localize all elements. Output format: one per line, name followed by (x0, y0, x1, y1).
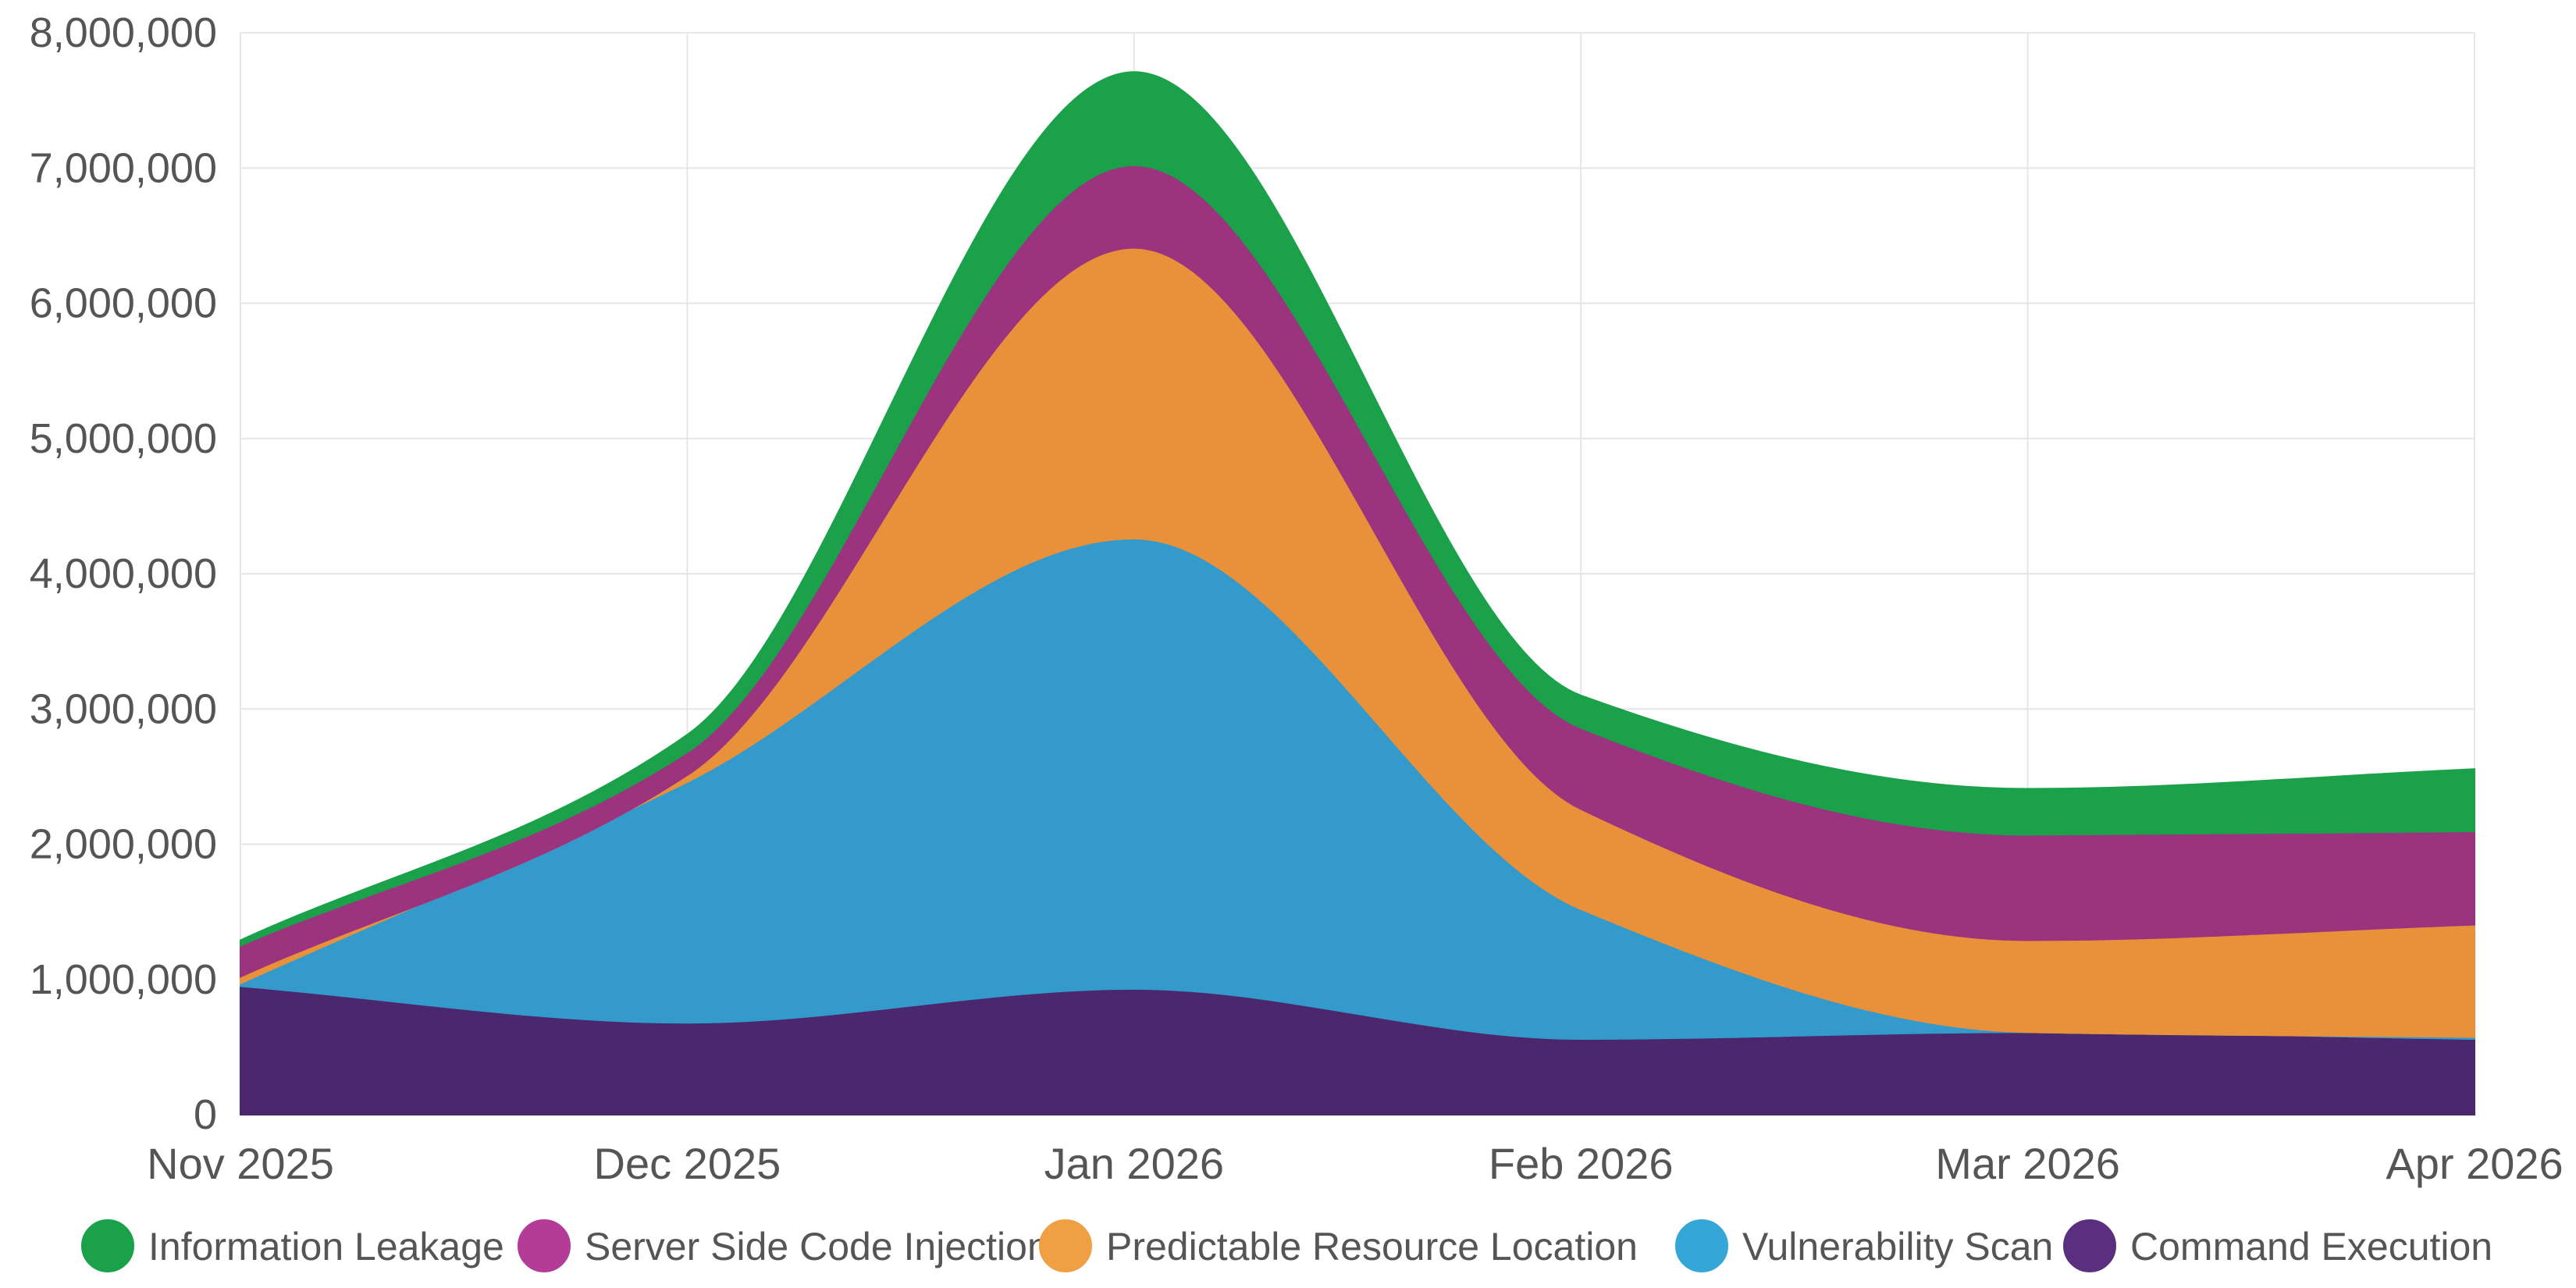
x-tick-label: Nov 2025 (147, 1139, 334, 1188)
legend-label: Command Execution (2130, 1225, 2492, 1268)
y-tick-label: 2,000,000 (30, 821, 217, 868)
y-tick-label: 3,000,000 (30, 685, 217, 732)
y-tick-label: 6,000,000 (30, 280, 217, 327)
legend-label: Vulnerability Scan (1742, 1225, 2053, 1268)
x-tick-label: Apr 2026 (2386, 1139, 2563, 1188)
y-tick-label: 5,000,000 (30, 415, 217, 462)
legend-marker (81, 1219, 134, 1272)
x-tick-label: Mar 2026 (1935, 1139, 2120, 1188)
legend-marker (2063, 1219, 2116, 1272)
legend-item-command-execution[interactable]: Command Execution (2063, 1219, 2492, 1272)
area-series-group (240, 71, 2475, 1116)
legend: Information Leakage Server Side Code Inje… (81, 1219, 2492, 1272)
y-axis-tick-labels: 0 1,000,000 2,000,000 3,000,000 4,000,000 5,0… (30, 9, 217, 1138)
area-information-leakage (240, 71, 2475, 947)
x-axis-tick-labels: Nov 2025 Dec 2025 Jan 2026 Feb 2026 Mar 2026… (147, 1139, 2564, 1188)
x-tick-label: Jan 2026 (1044, 1139, 1224, 1188)
x-tick-label: Feb 2026 (1489, 1139, 1674, 1188)
legend-item-server-side-code-injection[interactable]: Server Side Code Injection (518, 1219, 1049, 1272)
legend-item-information-leakage[interactable]: Information Leakage (81, 1219, 504, 1272)
y-tick-label: 0 (194, 1091, 217, 1138)
legend-item-predictable-resource-location[interactable]: Predictable Resource Location (1039, 1219, 1638, 1272)
y-tick-label: 8,000,000 (30, 9, 217, 56)
legend-item-vulnerability-scan[interactable]: Vulnerability Scan (1675, 1219, 2053, 1272)
legend-label: Server Side Code Injection (585, 1225, 1049, 1268)
x-tick-label: Dec 2025 (594, 1139, 781, 1188)
y-tick-label: 4,000,000 (30, 550, 217, 597)
legend-marker (1675, 1219, 1728, 1272)
y-tick-label: 7,000,000 (30, 144, 217, 191)
legend-marker (518, 1219, 571, 1272)
y-tick-label: 1,000,000 (30, 956, 217, 1003)
legend-label: Information Leakage (148, 1225, 504, 1268)
legend-label: Predictable Resource Location (1106, 1225, 1638, 1268)
legend-marker (1039, 1219, 1092, 1272)
